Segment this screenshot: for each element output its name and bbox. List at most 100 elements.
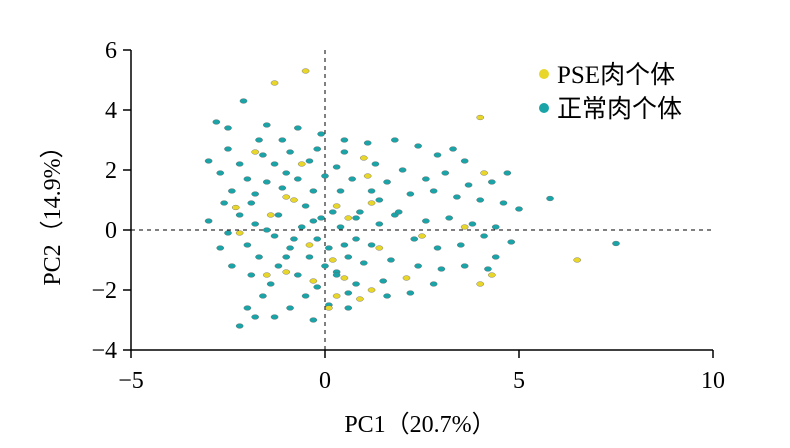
data-point [321, 263, 329, 269]
data-point [383, 179, 391, 185]
data-point [499, 200, 508, 206]
data-point [418, 233, 426, 239]
data-point [239, 98, 248, 104]
data-point [375, 245, 384, 251]
data-point [274, 212, 283, 218]
data-point [305, 254, 314, 260]
data-point [394, 209, 403, 215]
data-point [228, 263, 236, 269]
data-point [297, 161, 306, 167]
data-point [235, 212, 244, 218]
data-point [332, 164, 341, 170]
data-point [317, 215, 325, 221]
data-point [309, 218, 318, 224]
data-point [356, 209, 364, 215]
data-point [340, 242, 349, 248]
data-point [348, 176, 356, 182]
data-point [309, 317, 318, 323]
data-point [255, 137, 263, 143]
data-point [251, 221, 259, 227]
data-point [286, 245, 294, 251]
reference-lines [131, 50, 713, 350]
data-point [352, 215, 360, 221]
data-point [340, 149, 349, 155]
data-point [488, 179, 496, 185]
data-point [290, 236, 298, 242]
data-point [383, 293, 391, 299]
data-point [398, 167, 407, 173]
data-point [336, 188, 345, 194]
data-point [286, 149, 294, 155]
data-point [278, 137, 287, 143]
data-point [464, 182, 473, 188]
data-point [262, 179, 271, 185]
data-point [286, 305, 294, 311]
data-point [262, 272, 271, 278]
data-point [507, 239, 516, 245]
data-point [367, 200, 376, 206]
data-point [282, 269, 291, 275]
data-point [259, 152, 267, 158]
data-point [402, 275, 411, 281]
data-point [301, 293, 310, 299]
data-points [204, 68, 620, 329]
data-point [429, 281, 438, 287]
data-point [243, 242, 252, 248]
data-point [352, 236, 360, 242]
data-point [294, 125, 302, 131]
series-0-points [231, 68, 582, 311]
data-point [344, 290, 353, 296]
data-point [262, 227, 271, 233]
data-point [224, 125, 232, 131]
data-point [359, 155, 368, 161]
data-point [414, 263, 422, 269]
data-point [460, 224, 469, 230]
y-tick-label: 2 [105, 158, 117, 184]
data-point [243, 305, 252, 311]
data-point [449, 146, 457, 152]
data-point [468, 221, 477, 227]
data-point [422, 218, 430, 224]
data-point [356, 296, 364, 302]
data-point [220, 200, 228, 206]
data-point [228, 188, 236, 194]
data-point [359, 260, 368, 266]
data-point [270, 161, 279, 167]
data-point [460, 263, 469, 269]
data-point [294, 176, 302, 182]
legend-label-pse: PSE肉个体 [557, 61, 675, 89]
data-point [476, 114, 485, 121]
data-point [297, 224, 306, 230]
y-tick-label: −4 [91, 338, 117, 364]
x-tick-label: 10 [701, 368, 725, 394]
data-point [332, 293, 341, 299]
data-point [445, 215, 453, 221]
data-point [325, 245, 333, 251]
data-point [216, 170, 225, 176]
y-tick-label: −2 [91, 278, 117, 304]
data-point [441, 170, 450, 176]
data-point [344, 254, 353, 260]
data-point [309, 188, 318, 194]
x-tick-label: 0 [319, 368, 331, 394]
data-point [251, 149, 259, 155]
data-point [515, 206, 523, 212]
data-point [546, 195, 554, 202]
data-point [573, 257, 582, 263]
data-point [301, 203, 310, 209]
data-point [270, 314, 279, 320]
data-point [336, 224, 345, 230]
data-point [456, 242, 465, 248]
data-point [247, 272, 256, 278]
data-point [270, 233, 279, 239]
data-point [251, 191, 259, 197]
data-point [367, 188, 376, 194]
data-point [321, 173, 329, 179]
data-point [332, 272, 341, 278]
data-point [259, 293, 267, 299]
data-point [216, 245, 225, 251]
data-point [313, 284, 322, 290]
data-point [251, 314, 259, 320]
data-point [243, 176, 252, 182]
